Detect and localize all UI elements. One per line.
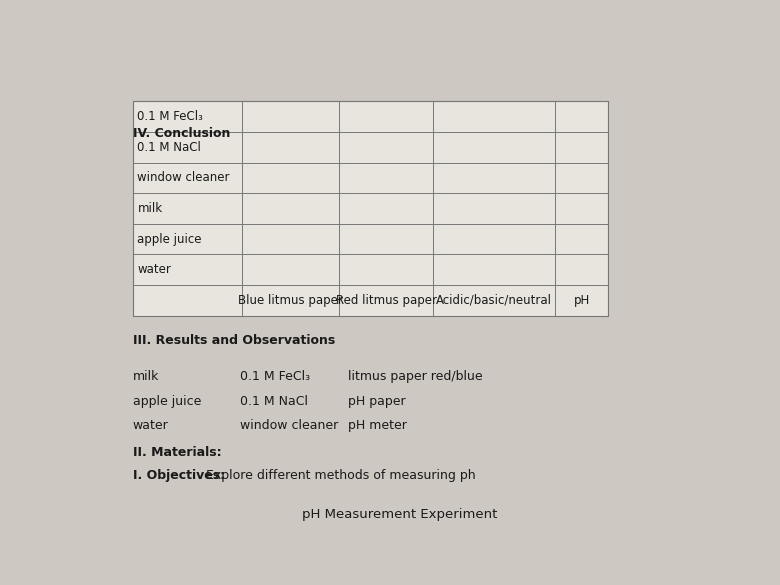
Text: Blue litmus paper: Blue litmus paper (238, 294, 343, 307)
Text: water: water (133, 419, 168, 432)
Text: water: water (137, 263, 172, 276)
Text: litmus paper red/blue: litmus paper red/blue (349, 370, 483, 383)
Text: III. Results and Observations: III. Results and Observations (133, 333, 335, 347)
Bar (133, 101, 608, 316)
Text: pH meter: pH meter (349, 419, 407, 432)
Text: apple juice: apple juice (137, 233, 202, 246)
Text: Explore different methods of measuring ph: Explore different methods of measuring p… (202, 469, 476, 482)
Text: pH Measurement Experiment: pH Measurement Experiment (302, 508, 498, 521)
Text: IV. Conclusion: IV. Conclusion (133, 126, 230, 139)
Text: window cleaner: window cleaner (239, 419, 338, 432)
Text: Red litmus paper: Red litmus paper (335, 294, 437, 307)
Text: window cleaner: window cleaner (137, 171, 230, 184)
Text: Acidic/basic/neutral: Acidic/basic/neutral (436, 294, 552, 307)
Text: pH paper: pH paper (349, 394, 406, 408)
Text: I. Objectives:: I. Objectives: (133, 469, 225, 482)
Text: pH: pH (573, 294, 590, 307)
Text: 0.1 M FeCl₃: 0.1 M FeCl₃ (239, 370, 310, 383)
Text: milk: milk (133, 370, 159, 383)
Text: 0.1 M NaCl: 0.1 M NaCl (239, 394, 307, 408)
Text: II. Materials:: II. Materials: (133, 446, 222, 459)
Text: 0.1 M FeCl₃: 0.1 M FeCl₃ (137, 110, 204, 123)
Text: milk: milk (137, 202, 162, 215)
Text: apple juice: apple juice (133, 394, 201, 408)
Text: 0.1 M NaCl: 0.1 M NaCl (137, 141, 201, 154)
